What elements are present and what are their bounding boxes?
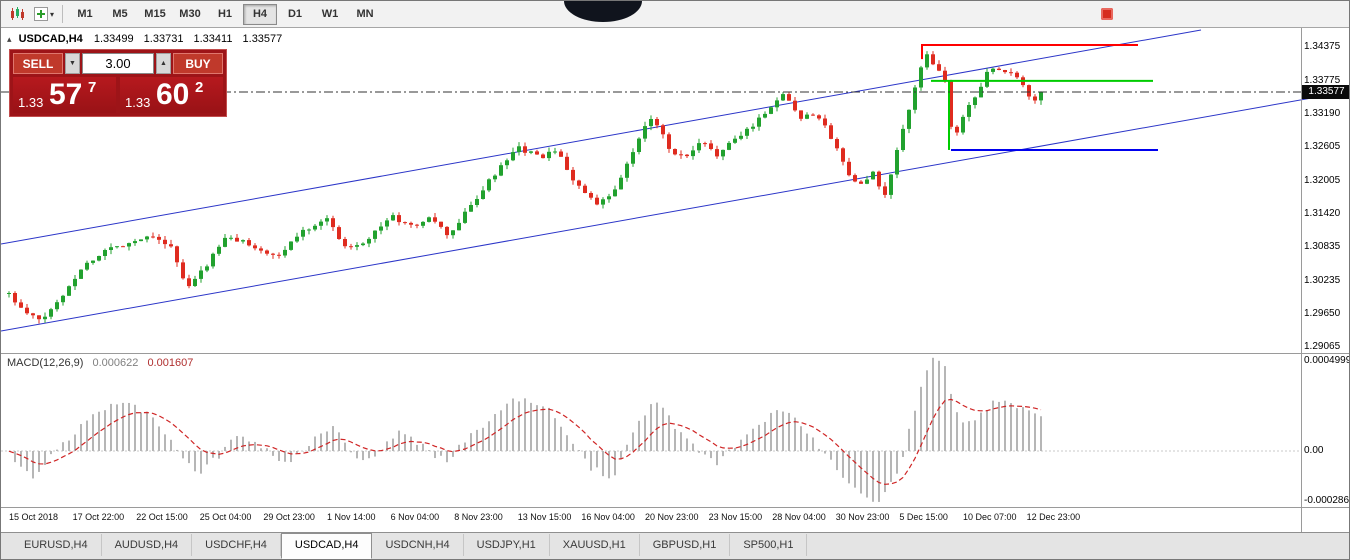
date-axis-label: 28 Nov 04:00 [772, 512, 826, 522]
add-indicator-icon [33, 7, 48, 21]
symbol-tab-audusd[interactable]: AUDUSD,H4 [102, 534, 193, 556]
symbol-tab-sp500[interactable]: SP500,H1 [730, 534, 808, 556]
price-axis-label: 1.33775 [1304, 74, 1341, 86]
symbol-tab-usdcnh[interactable]: USDCNH,H4 [372, 534, 464, 556]
date-axis-label: 30 Nov 23:00 [835, 512, 890, 522]
symbol-period-label: USDCAD,H4 [18, 33, 83, 45]
timeframe-button-m1[interactable]: M1 [77, 7, 93, 20]
symbol-tab-xauusd[interactable]: XAUUSD,H1 [550, 534, 640, 556]
timeframe-button-d1[interactable]: D1 [287, 7, 303, 20]
timeframe-button-m5[interactable]: M5 [112, 7, 128, 20]
buy-price-display[interactable]: 1.33 60 2 [120, 77, 223, 113]
date-axis-label: 20 Nov 23:00 [645, 512, 699, 522]
timeframe-buttons: M1 M5 M15 M30 H1 H4 D1 W1 MN [68, 3, 382, 25]
dark-circle-overlay [564, 1, 642, 22]
date-axis-label: 5 Dec 15:00 [899, 512, 948, 522]
date-axis-label: 8 Nov 23:00 [454, 512, 503, 522]
timeframe-button-w1[interactable]: W1 [321, 7, 339, 20]
chart-title: ▴ USDCAD,H4 1.33499 1.33731 1.33411 1.33… [7, 33, 289, 45]
chart-bottom-border [1, 507, 1349, 508]
high-value: 1.33731 [143, 33, 184, 45]
macd-axis-label: 0.0004999 [1304, 355, 1350, 366]
chart-tabs: EURUSD,H4 AUDUSD,H4 USDCHF,H4 USDCAD,H4 USDC… [1, 533, 1349, 559]
buy-price-prefix: 1.33 [125, 95, 151, 110]
price-axis-label: 1.32605 [1304, 140, 1341, 152]
sell-price-pip-digit: 7 [88, 79, 97, 96]
timeframe-button-h4[interactable]: H4 [243, 3, 277, 25]
price-axis-label: 1.29065 [1304, 340, 1341, 352]
symbol-tab-usdjpy[interactable]: USDJPY,H1 [464, 534, 550, 556]
timeframe-button-h1[interactable]: H1 [217, 7, 233, 20]
date-axis-label: 23 Nov 15:00 [708, 512, 763, 522]
one-click-trading-panel: SELL ▼ 3.00 ▲ BUY 1.33 57 7 1.33 60 2 [9, 49, 227, 117]
price-axis-label: 1.31420 [1304, 207, 1341, 219]
sell-button[interactable]: SELL [13, 53, 63, 74]
open-value: 1.33499 [93, 33, 134, 45]
date-axis-label: 22 Oct 15:00 [136, 512, 188, 522]
price-axis-label: 1.34375 [1304, 41, 1341, 52]
sell-price-prefix: 1.33 [18, 95, 44, 110]
volume-decrease-button[interactable]: ▼ [65, 53, 80, 74]
buy-price-pip-digit: 2 [195, 79, 204, 96]
date-axis-label: 17 Oct 22:00 [72, 512, 125, 522]
price-axis-label: 1.33190 [1304, 107, 1341, 119]
date-axis-label: 6 Nov 04:00 [390, 512, 440, 522]
symbol-tab-eurusd[interactable]: EURUSD,H4 [11, 534, 102, 556]
chart-window-button[interactable] [5, 3, 31, 26]
close-value: 1.33577 [242, 33, 283, 45]
price-axis-label: 1.30235 [1304, 274, 1341, 286]
current-price-tag: 1.33577 [1302, 85, 1349, 99]
date-axis-label: 13 Nov 15:00 [517, 512, 572, 522]
chart-canvas[interactable] [1, 28, 1350, 532]
price-axis-border [1301, 28, 1302, 532]
timeframe-button-m15[interactable]: M15 [144, 7, 166, 20]
sell-price-display[interactable]: 1.33 57 7 [13, 77, 116, 113]
macd-indicator-label: MACD(12,26,9) 0.000622 0.001607 [7, 357, 193, 369]
trade-panel-toggle-icon[interactable]: ▴ [7, 34, 12, 44]
indicators-button[interactable]: ▾ [31, 3, 57, 26]
date-axis-label: 16 Nov 04:00 [581, 512, 635, 522]
sell-price-big-digits: 57 [49, 78, 83, 111]
date-axis-label: 29 Oct 23:00 [263, 512, 315, 522]
price-axis-label: 1.32005 [1304, 174, 1341, 186]
symbol-tab-gbpusd[interactable]: GBPUSD,H1 [640, 534, 731, 556]
macd-main-value: 0.000622 [92, 357, 139, 369]
alert-icon[interactable] [1101, 8, 1113, 20]
symbol-tab-usdcad[interactable]: USDCAD,H4 [280, 533, 373, 559]
top-toolbar: ▾ M1 M5 M15 M30 H1 H4 D1 W1 MN [1, 1, 1349, 28]
macd-signal-value: 0.001607 [147, 357, 194, 369]
date-axis-label: 15 Oct 2018 [9, 512, 59, 522]
toolbar-separator [62, 5, 63, 23]
chart-tabs-bar: EURUSD,H4 AUDUSD,H4 USDCHF,H4 USDCAD,H4 USDC… [1, 532, 1349, 559]
timeframe-button-m30[interactable]: M30 [179, 7, 201, 20]
buy-price-big-digits: 60 [156, 78, 190, 111]
symbol-tab-usdchf[interactable]: USDCHF,H4 [192, 534, 281, 556]
volume-increase-button[interactable]: ▲ [156, 53, 171, 74]
date-axis-label: 25 Oct 04:00 [199, 512, 252, 522]
macd-axis-label: 0.00 [1304, 445, 1324, 456]
chevron-down-icon: ▾ [49, 9, 54, 19]
buy-button[interactable]: BUY [173, 53, 223, 74]
date-axis-label: 10 Dec 07:00 [963, 512, 1017, 522]
volume-input[interactable]: 3.00 [82, 53, 154, 74]
macd-name: MACD(12,26,9) [7, 357, 84, 369]
pane-divider[interactable] [1, 353, 1349, 354]
low-value: 1.33411 [193, 33, 233, 45]
date-axis-label: 1 Nov 14:00 [327, 512, 376, 522]
candlestick-chart-icon [11, 7, 24, 20]
price-axis-label: 1.29650 [1304, 307, 1341, 319]
timeframe-button-mn[interactable]: MN [356, 7, 374, 20]
date-axis-label: 12 Dec 23:00 [1026, 512, 1081, 522]
price-axis-label: 1.30835 [1304, 240, 1341, 252]
macd-axis-label: -0.0002868 [1304, 495, 1350, 506]
